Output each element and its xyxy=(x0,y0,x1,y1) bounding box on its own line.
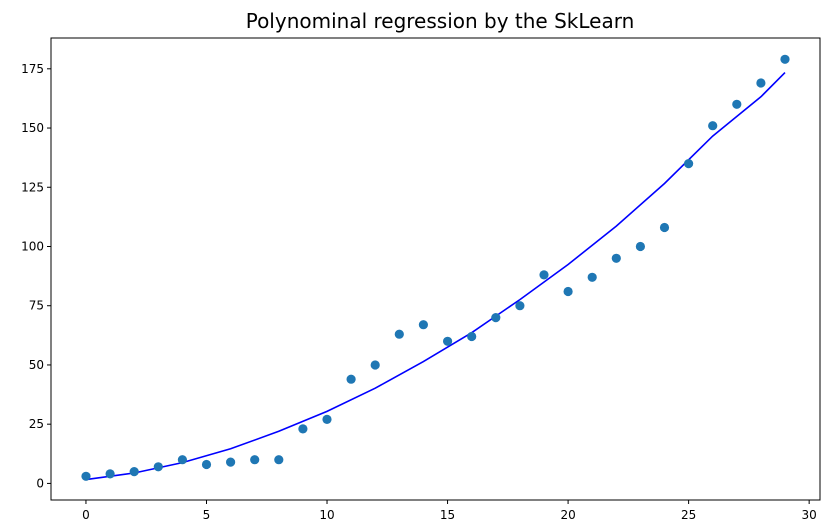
y-tick-label: 100 xyxy=(21,239,44,253)
data-point xyxy=(491,313,501,323)
axes: 0 5 10 15 20 25 30 0 25 50 75 100 125 150 175 xyxy=(21,62,817,522)
x-tick-label: 20 xyxy=(560,508,575,522)
y-tick-label: 50 xyxy=(29,358,44,372)
x-tick-label: 25 xyxy=(681,508,696,522)
data-point xyxy=(659,222,670,233)
regression-line xyxy=(85,72,786,481)
data-point xyxy=(274,455,284,465)
data-point xyxy=(250,455,260,465)
data-point xyxy=(732,99,742,109)
data-point xyxy=(708,121,718,131)
y-tick-label: 0 xyxy=(36,476,44,490)
data-point xyxy=(467,331,477,342)
data-point xyxy=(515,301,525,311)
data-point xyxy=(298,424,308,434)
data-point xyxy=(346,374,356,384)
y-tick-label: 25 xyxy=(29,417,44,431)
data-point xyxy=(780,54,790,64)
data-point xyxy=(105,469,115,479)
data-point xyxy=(226,457,236,467)
y-tick-label: 125 xyxy=(21,180,44,194)
data-point xyxy=(418,320,428,330)
data-point xyxy=(756,78,766,88)
y-tick-label: 175 xyxy=(21,62,44,76)
data-point xyxy=(635,241,646,252)
x-tick-label: 30 xyxy=(802,508,817,522)
y-tick-label: 150 xyxy=(21,121,44,135)
y-tick-label: 75 xyxy=(29,299,44,313)
data-point xyxy=(563,286,573,297)
data-point xyxy=(201,459,212,470)
plot-frame xyxy=(50,37,821,501)
data-point xyxy=(81,471,91,481)
plot-area xyxy=(81,54,790,481)
data-point xyxy=(539,270,549,280)
x-tick-label: 0 xyxy=(82,508,90,522)
data-point xyxy=(611,253,621,263)
chart-title: Polynominal regression by the SkLearn xyxy=(246,9,635,33)
data-point xyxy=(394,329,404,339)
data-point xyxy=(177,455,187,465)
x-tick-label: 10 xyxy=(319,508,334,522)
data-point xyxy=(322,414,332,424)
data-point xyxy=(370,360,380,370)
data-point xyxy=(587,272,597,282)
x-tick-label: 15 xyxy=(440,508,455,522)
data-point xyxy=(684,159,694,169)
x-tick-label: 5 xyxy=(203,508,211,522)
data-point xyxy=(129,467,139,477)
data-point xyxy=(443,336,453,346)
data-point xyxy=(153,462,163,472)
